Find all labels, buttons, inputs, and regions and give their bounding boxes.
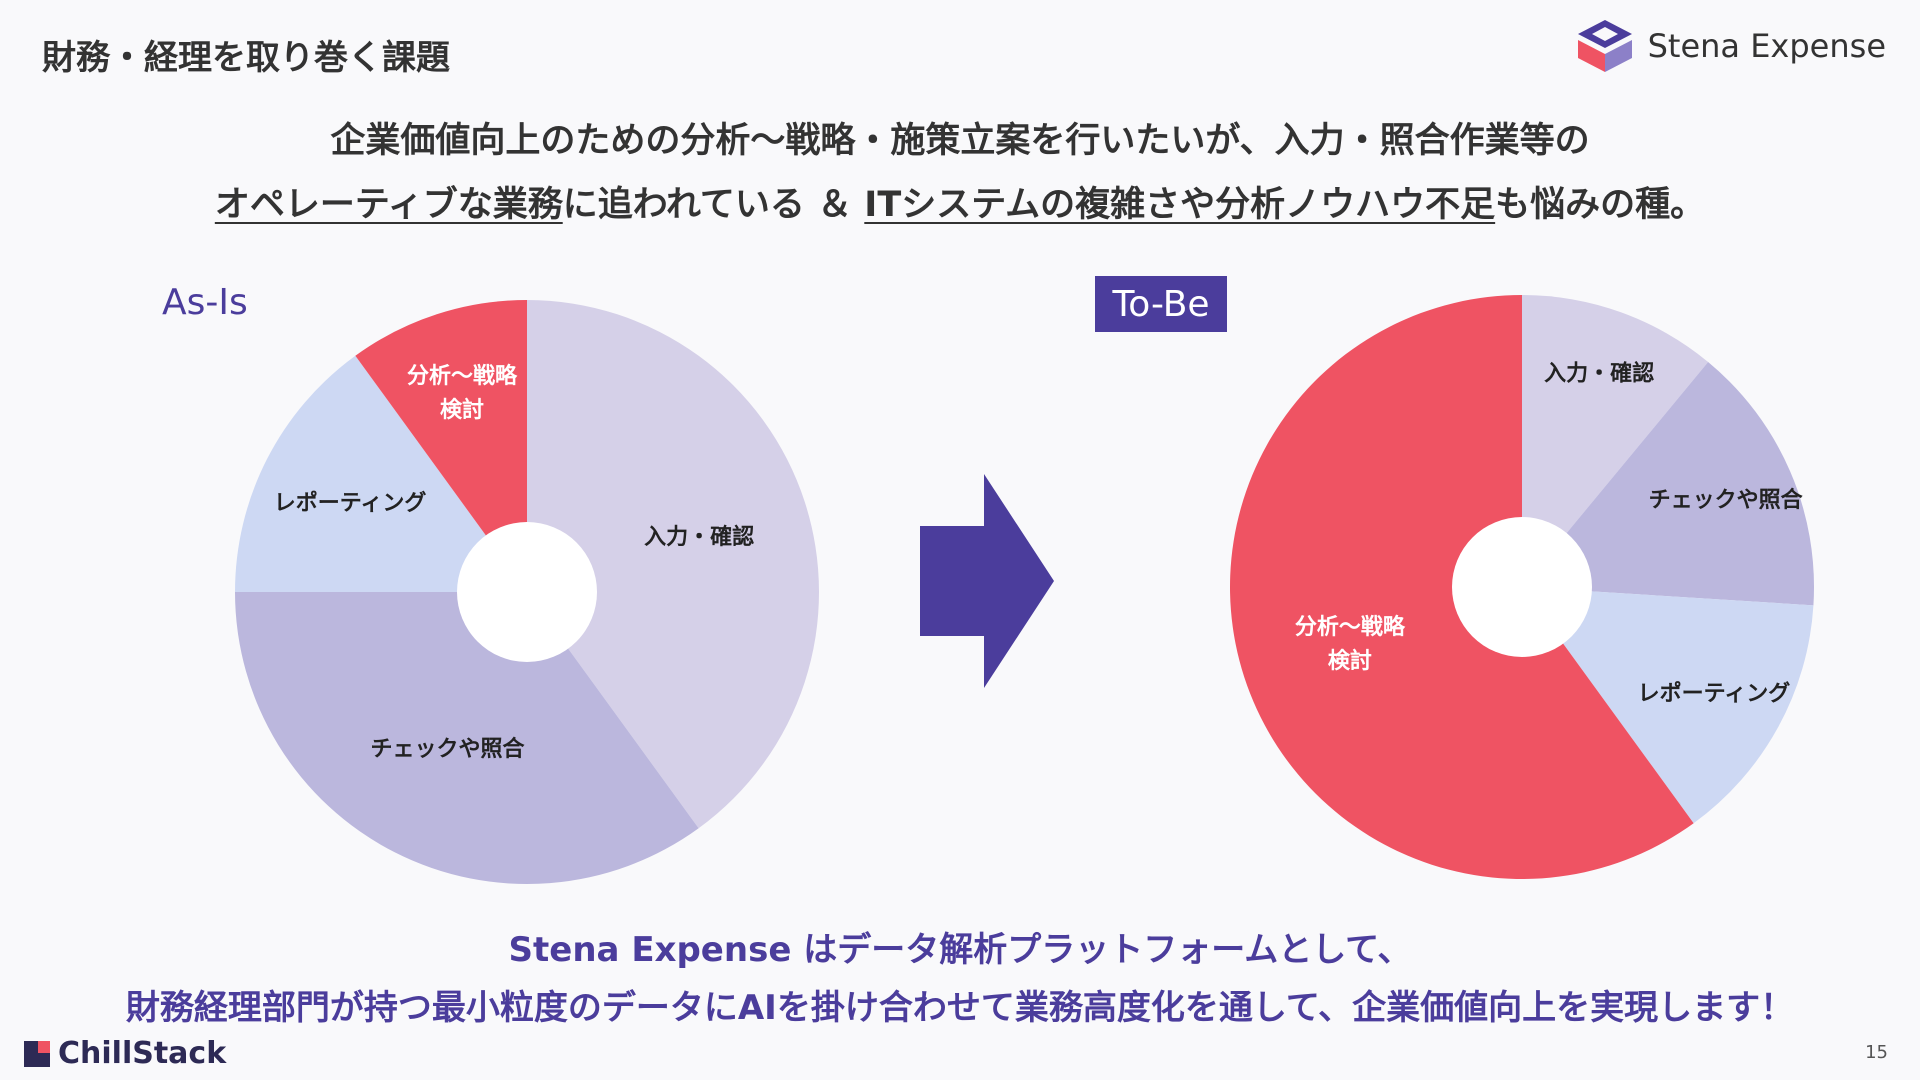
headline-underlined-2: ITシステムの複雑さや分析ノウハウ不足 [864, 185, 1496, 225]
bottom-message-line-1: Stena Expense はデータ解析プラットフォームとして、 [508, 930, 1412, 970]
to-be-tag: To-Be [1095, 276, 1227, 332]
pie-label-0-1: チェックや照合 [370, 736, 525, 762]
headline-line-2: オペレーティブな業務に追われている ＆ ITシステムの複雑さや分析ノウハウ不足も… [0, 176, 1920, 227]
pie-label-0-2: レポーティング [274, 490, 427, 516]
pie-label-0-3: 分析〜戦略検討 [407, 363, 518, 423]
donut-hole-1 [1452, 517, 1592, 657]
pie-slice-1-0 [1522, 295, 1709, 587]
brand-logo: Stena Expense [1574, 18, 1886, 74]
headline-text-4: も悩みの種。 [1495, 185, 1706, 225]
page-number: 15 [1865, 1042, 1888, 1063]
headline-underlined-1: オペレーティブな業務 [214, 185, 563, 225]
pie-label-0-0: 入力・確認 [644, 524, 754, 550]
right-arrow-icon [920, 474, 1054, 688]
footer-logo: ChillStack [24, 1036, 226, 1071]
pie-slice-0-3 [355, 300, 527, 592]
stena-logo-icon [1577, 20, 1632, 72]
footer-brand-name: ChillStack [58, 1036, 227, 1071]
as-is-tag: As-Is [162, 282, 248, 323]
donut-hole-0 [457, 522, 597, 662]
pie-label-1-0: 入力・確認 [1544, 361, 1654, 387]
pie-label-1-2: レポーティング [1638, 681, 1791, 707]
pie-slice-1-2 [1522, 587, 1814, 824]
pie-slice-0-0 [527, 300, 819, 829]
bottom-message-line-2: 財務経理部門が持つ最小粒度のデータにAIを掛け合わせて業務高度化を通して、企業価… [125, 988, 1795, 1028]
pie-slice-0-1 [235, 592, 699, 884]
page-title: 財務・経理を取り巻く課題 [42, 38, 450, 78]
chillstack-logo-icon [24, 1040, 50, 1067]
pie-slice-0-2 [235, 355, 527, 592]
pie-label-1-3: 分析〜戦略検討 [1295, 614, 1406, 674]
pie-slice-1-1 [1522, 362, 1814, 606]
headline-line-1: 企業価値向上のための分析〜戦略・施策立案を行いたいが、入力・照合作業等の [330, 121, 1590, 161]
headline-text-2: に追われている ＆ [562, 185, 865, 225]
brand-name: Stena Expense [1647, 27, 1886, 65]
pie-label-1-1: チェックや照合 [1649, 487, 1804, 513]
